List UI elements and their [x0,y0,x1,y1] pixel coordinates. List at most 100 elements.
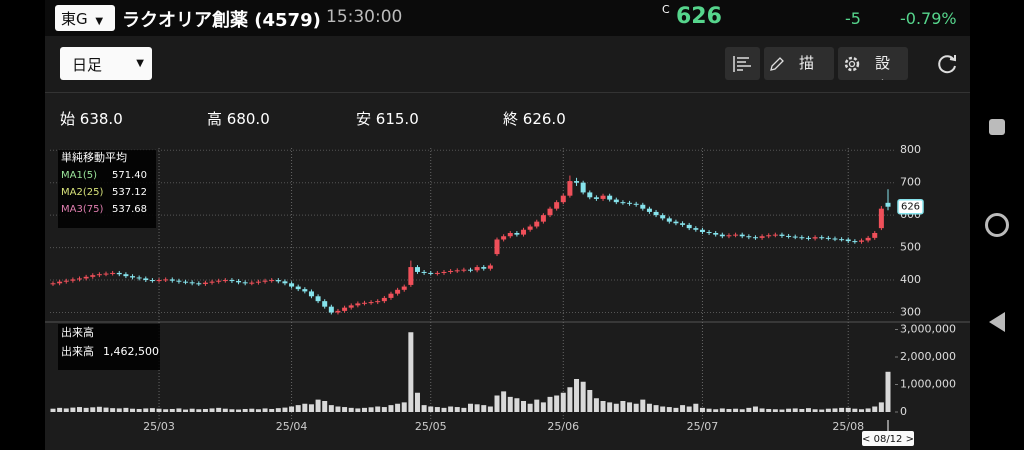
candle-body [262,280,268,282]
label: 終 [503,110,519,128]
volume-bar [302,403,308,412]
value: 626.0 [522,110,566,128]
candle-body [57,281,63,284]
volume-bar [375,406,381,412]
candle-body [136,277,142,279]
volume-bar [534,399,540,412]
candle-body [474,267,480,271]
settings-button[interactable]: 設定 [838,47,908,80]
candle-body [116,272,122,275]
value: 638.0 [79,110,123,128]
candle-body [401,286,407,290]
candle-body [209,281,215,283]
y-tick-label: 0 [900,405,907,418]
candle-body [468,269,473,271]
candle-body [448,270,454,272]
candle-body [308,291,314,297]
stock-name: ラクオリア創薬 (4579) [122,10,321,31]
volume-bar [441,407,447,412]
candle-body [779,234,785,236]
volume-bar [521,401,527,412]
candle-body [726,235,732,237]
volume-bar [434,407,440,412]
candle-body [746,236,752,238]
candle-body [514,233,520,235]
candle-body [289,283,295,287]
volume-bar [289,406,295,412]
label: 高 [207,110,223,128]
legend-box [58,150,156,228]
volume-bar [448,406,454,412]
volume-bar [633,403,639,412]
volume-bar [494,395,500,412]
x-tick-label: 25/03 [143,420,175,433]
candle-body [507,233,513,237]
legend-label: 出来高 [61,344,94,358]
volume-bar [852,408,858,412]
candle-body [666,218,672,222]
candle-body [607,195,613,200]
legend-value: 571.40 [112,170,147,181]
back-button[interactable] [987,311,1007,333]
candle-body [381,297,387,302]
y-tick-label: 400 [900,273,921,286]
candle-body [865,237,871,241]
volume-bar [269,408,275,412]
ohlc-high: 高 680.0 [207,108,270,129]
dropdown-arrow: ▼ [136,58,144,69]
home-button[interactable] [985,213,1009,237]
volume-bar [57,407,63,412]
x-tick-label: 25/06 [547,420,579,433]
volume-bar [885,371,891,412]
header-bar [45,0,970,36]
volume-bar [713,409,719,412]
volume-bar [468,403,473,412]
indicator-button[interactable] [725,47,760,80]
volume-bar [136,408,142,412]
candle-body [640,204,646,209]
period: 日足 [72,56,103,74]
candle-body [805,237,811,239]
market-select[interactable]: 東G ▼ [55,5,115,31]
volume-bar [242,408,248,412]
volume-bar [322,401,328,412]
candle-body [163,279,169,281]
candle-body [216,280,222,282]
period-select[interactable]: 日足 ▼ [60,47,152,80]
volume-bar [593,398,599,412]
draw-button[interactable]: 描画 [764,47,834,80]
candle-body [249,282,255,284]
candle-body [501,236,507,240]
volume-bar [461,407,467,412]
legend-value: 537.68 [112,204,147,215]
gear-icon [844,56,860,72]
candle-body [547,208,553,216]
candle-body [680,223,686,225]
candle-body [222,280,228,282]
volume-bar [315,399,321,412]
candle-body [395,289,401,294]
volume-bar [156,408,162,412]
volume-bar [236,409,242,412]
refresh-button[interactable] [936,52,960,76]
volume-bar [786,408,792,412]
candle-body [441,271,447,273]
indicator-icon [733,56,751,72]
volume-bar [381,407,387,412]
volume-bar [70,407,76,412]
candle-body [660,215,666,219]
volume-bar [825,408,831,412]
candle-body [719,234,725,237]
candle-body [123,274,129,277]
chart-panel [45,93,970,450]
volume-bar [342,407,348,412]
volume-bar [361,407,367,412]
candle-body [70,279,76,281]
volume-bar [355,408,361,412]
volume-bar [189,408,195,412]
candle-body [739,234,745,237]
legend-value: 1,462,500 [103,345,159,358]
recent-button[interactable] [989,119,1005,135]
volume-bar [130,408,136,412]
volume-bar [779,409,785,412]
